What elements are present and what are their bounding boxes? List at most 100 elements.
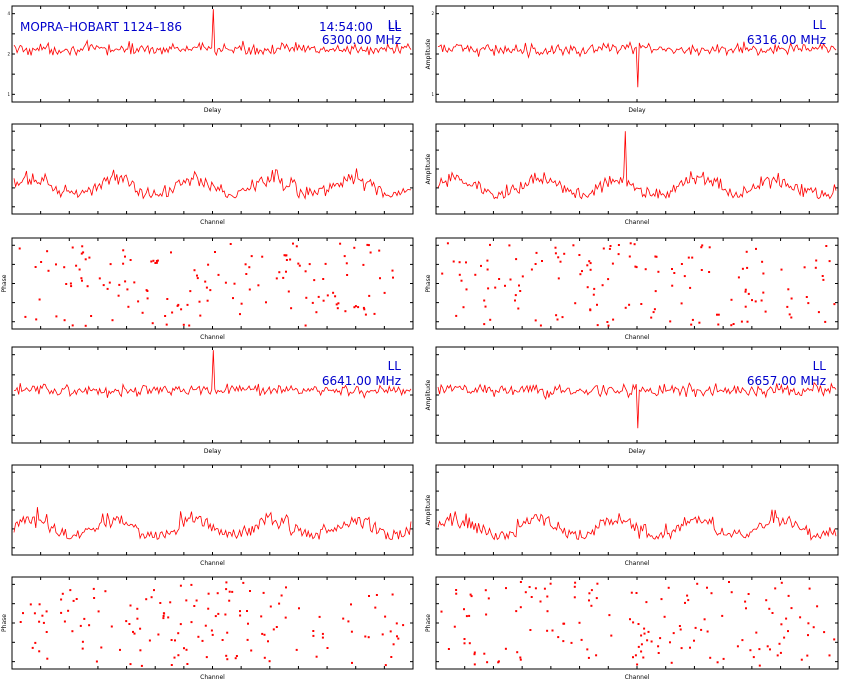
phase-point xyxy=(171,311,174,314)
phase-point xyxy=(617,244,620,246)
phase-point xyxy=(822,278,825,281)
phase-point xyxy=(311,301,314,304)
phase-point xyxy=(228,599,231,602)
phase-point xyxy=(581,270,583,273)
phase-point xyxy=(530,596,533,598)
phase-point xyxy=(483,323,486,326)
phase-point xyxy=(579,273,582,276)
panel-9: Channel xyxy=(11,464,414,567)
phase-point xyxy=(643,632,646,635)
phase-point xyxy=(289,258,292,261)
phase-point xyxy=(543,587,546,590)
phase-point xyxy=(233,282,236,285)
phase-point xyxy=(667,586,670,589)
phase-point xyxy=(334,295,337,298)
phase-point xyxy=(322,278,325,280)
phase-point xyxy=(295,648,298,651)
x-axis-label: Channel xyxy=(625,219,650,226)
phase-point xyxy=(357,306,360,309)
phase-point xyxy=(80,277,83,280)
axis-frame xyxy=(11,464,414,556)
panel-3: Channel xyxy=(11,123,414,226)
phase-point xyxy=(586,264,589,267)
phase-point xyxy=(225,588,228,591)
phase-point xyxy=(201,639,204,642)
phase-point xyxy=(198,300,201,303)
phase-point xyxy=(195,599,198,602)
phase-point xyxy=(745,250,748,253)
phase-point xyxy=(462,306,465,309)
x-axis-label: Delay xyxy=(204,448,222,455)
phase-point xyxy=(186,663,189,665)
phase-point xyxy=(539,324,542,327)
phase-point xyxy=(318,615,321,618)
phase-point xyxy=(282,276,285,279)
phase-point xyxy=(75,598,78,600)
phase-point xyxy=(249,590,251,592)
phase-point xyxy=(146,297,149,300)
phase-point xyxy=(671,284,674,287)
phase-point xyxy=(691,256,694,259)
phase-point xyxy=(701,244,704,247)
phase-point xyxy=(722,657,725,660)
phase-point xyxy=(460,279,463,282)
panel-5: Channel Phase xyxy=(1,237,414,341)
axis-frame xyxy=(435,346,839,444)
phase-point xyxy=(41,614,44,617)
phase-point xyxy=(716,313,718,316)
phase-point xyxy=(19,621,22,623)
phase-point xyxy=(392,276,394,279)
phase-point xyxy=(486,268,489,271)
phase-point xyxy=(344,310,347,313)
phase-point xyxy=(261,255,264,258)
phase-point xyxy=(207,592,210,595)
phase-point xyxy=(22,612,24,615)
phase-point xyxy=(549,582,552,585)
phase-point xyxy=(463,638,466,640)
phase-point xyxy=(205,286,208,289)
phase-point xyxy=(645,601,648,604)
phase-point xyxy=(326,647,329,649)
phase-point xyxy=(728,581,730,583)
phase-point xyxy=(272,628,275,631)
x-axis-label: Channel xyxy=(625,334,650,341)
phase-point xyxy=(366,243,369,246)
phase-point xyxy=(833,303,836,306)
phase-point xyxy=(396,635,398,638)
phase-point xyxy=(557,256,560,259)
phase-point xyxy=(353,306,356,309)
phase-point xyxy=(205,656,208,659)
phase-point xyxy=(737,276,740,279)
phase-point xyxy=(746,320,749,323)
phase-point xyxy=(465,288,468,291)
phase-point xyxy=(519,581,522,583)
phase-point xyxy=(833,638,836,641)
phase-point xyxy=(71,630,74,633)
phase-point xyxy=(480,264,482,267)
phase-point xyxy=(225,581,228,584)
phase-point xyxy=(125,620,128,623)
phase-point xyxy=(342,617,345,620)
phase-point xyxy=(687,599,690,602)
phase-point xyxy=(108,281,111,284)
phase-point xyxy=(670,661,673,664)
phase-point xyxy=(199,314,202,317)
phase-point xyxy=(823,631,826,634)
phase-point xyxy=(487,287,490,290)
phase-point xyxy=(188,324,191,327)
frequency-label: 6657.00 MHz xyxy=(747,374,826,388)
frequency-label: 6300.00 MHz xyxy=(322,33,401,47)
phase-point xyxy=(489,318,492,321)
phase-point xyxy=(730,298,733,301)
phase-point xyxy=(183,647,185,650)
phase-point xyxy=(118,283,121,286)
phase-point xyxy=(590,589,593,592)
axis-frame xyxy=(435,123,839,215)
y-axis-label: Phase xyxy=(1,274,8,292)
phase-point xyxy=(663,615,666,618)
delay-trace xyxy=(437,40,837,88)
phase-point xyxy=(634,265,637,268)
phase-point xyxy=(315,655,318,658)
x-axis-label: Channel xyxy=(200,560,225,567)
